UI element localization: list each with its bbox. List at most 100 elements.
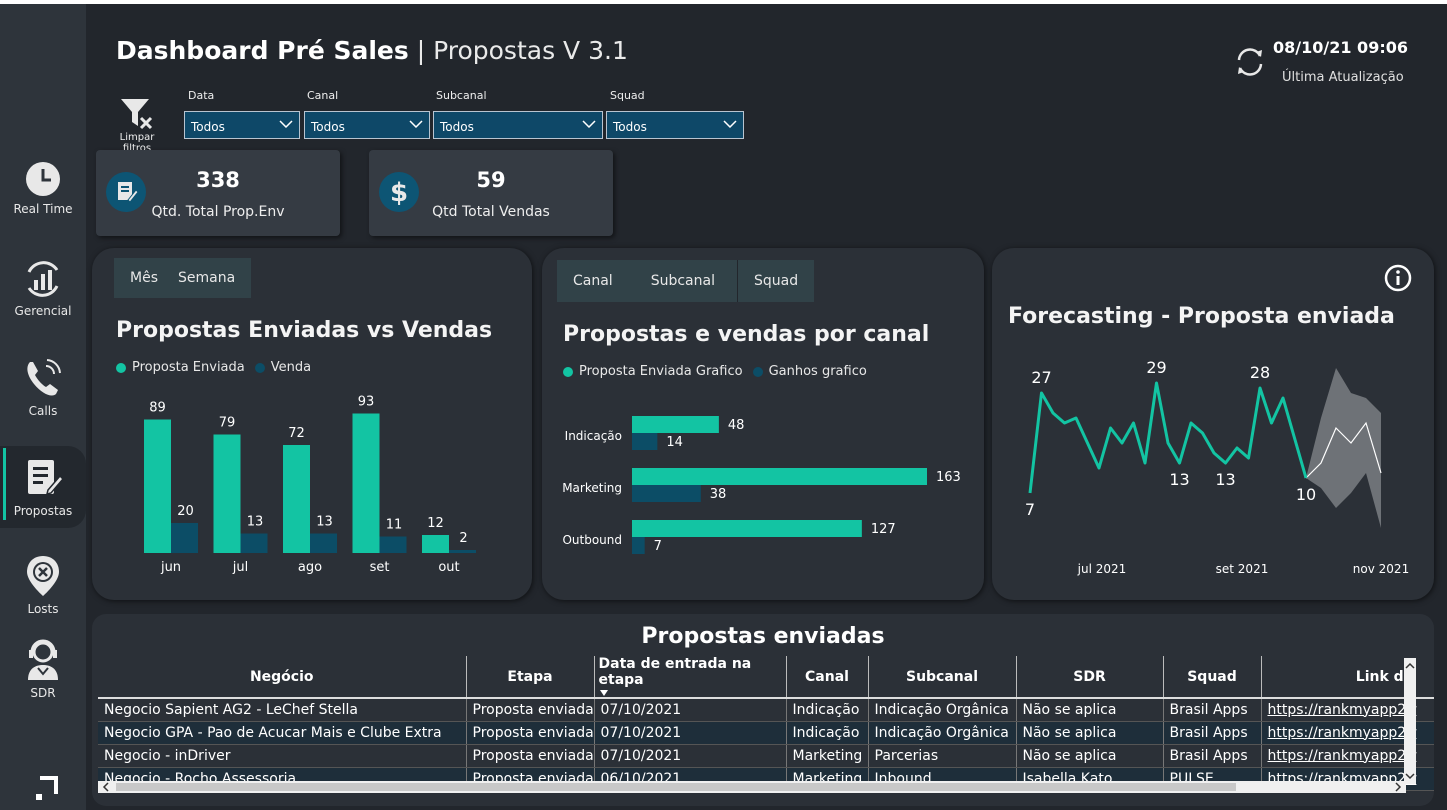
bar-Outbound-ganhos [632, 537, 645, 554]
column-header-squad[interactable]: Squad [1162, 656, 1261, 698]
last-update-value: 08/10/21 09:06 [1273, 38, 1408, 57]
x-tick-label: set [370, 560, 390, 575]
bar-jun-venda [171, 523, 198, 553]
cell-canal: Indicação [785, 721, 868, 745]
data-label: 7 [1025, 500, 1035, 519]
period-toggle: Mês Semana [114, 258, 252, 298]
column-header-sdr[interactable]: SDR [1015, 656, 1163, 698]
toggle-mes[interactable]: Mês [130, 270, 158, 286]
bar-Marketing-ganhos [632, 485, 701, 502]
column-header-canal[interactable]: Canal [785, 656, 868, 698]
scroll-down-icon[interactable] [1404, 770, 1416, 782]
table-row[interactable]: Negocio - inDriver Proposta enviada 07/1… [98, 744, 1434, 768]
top-strip [0, 0, 1447, 4]
toggle-semana[interactable]: Semana [178, 270, 236, 286]
toggle-subcanal[interactable]: Subcanal [650, 273, 715, 289]
cell-link[interactable]: https://rankmyapp2.r [1260, 744, 1434, 768]
propostas-table-card: Propostas enviadas Negócio Etapa Data de… [92, 614, 1434, 806]
data-label: 89 [149, 401, 166, 416]
sidebar-item-propostas[interactable]: Propostas [0, 446, 86, 528]
scroll-right-icon[interactable] [1392, 781, 1404, 793]
sidebar-item-label: Calls [28, 404, 58, 418]
expand-icon[interactable] [32, 774, 60, 802]
toggle-squad[interactable]: Squad [736, 260, 814, 302]
active-indicator [3, 448, 6, 520]
document-edit-icon [28, 460, 64, 496]
chart-card-canal: Canal Subcanal Squad Propostas e vendas … [542, 248, 984, 600]
refresh-icon[interactable] [1234, 46, 1266, 78]
legend-item: Venda [270, 360, 312, 375]
bar-out-venda [449, 550, 476, 553]
cell-data: 07/10/2021 [593, 698, 786, 722]
filter-canal-select[interactable]: Todos [304, 111, 430, 139]
cell-negocio: Negocio Sapient AG2 - LeChef Stella [98, 698, 466, 722]
table-row[interactable]: Negocio GPA - Pao de Acucar Mais e Clube… [98, 721, 1434, 745]
bar-ago-proposta [283, 445, 310, 553]
data-label: 13 [1215, 470, 1235, 489]
data-label: 20 [177, 504, 194, 519]
data-label: 38 [710, 487, 727, 502]
info-icon[interactable] [1384, 264, 1412, 292]
chart-title: Forecasting - Proposta enviada [1008, 304, 1395, 329]
dollar-icon: $ [379, 172, 419, 212]
filter-label-squad: Squad [610, 89, 645, 102]
table-title: Propostas enviadas [641, 624, 885, 649]
filter-data-select[interactable]: Todos [184, 111, 300, 139]
sidebar-item-losts[interactable]: Losts [0, 554, 86, 616]
propostas-table: Negócio Etapa Data de entrada na etapa C… [98, 656, 1434, 791]
forecast-line [1305, 421, 1382, 479]
cell-negocio: Negocio GPA - Pao de Acucar Mais e Clube… [98, 721, 466, 745]
toggle-canal[interactable]: Canal [573, 273, 613, 289]
chart-refresh-icon [27, 261, 59, 297]
document-edit-icon [106, 172, 146, 212]
filter-label-data: Data [188, 89, 215, 102]
cell-link[interactable]: https://rankmyapp2.r [1260, 698, 1434, 722]
data-label: 13 [1169, 470, 1189, 489]
vertical-scrollbar[interactable] [1404, 658, 1416, 784]
series-line [1028, 381, 1308, 494]
data-label: 28 [1250, 363, 1270, 382]
sidebar-item-real-time[interactable]: Real Time [0, 160, 86, 216]
filter-subcanal-select[interactable]: Todos [433, 111, 603, 139]
data-label: 79 [219, 416, 236, 431]
scroll-up-icon[interactable] [1404, 660, 1416, 672]
cell-negocio: Negocio - inDriver [98, 744, 466, 768]
user-headset-icon [28, 639, 58, 680]
cell-squad: Brasil Apps [1162, 744, 1261, 768]
page-title: Dashboard Pré Sales | Propostas V 3.1 [116, 36, 628, 65]
cell-link[interactable]: https://rankmyapp2.r [1260, 721, 1434, 745]
kpi-total-vendas: $ 59 Qtd Total Vendas [369, 150, 613, 236]
y-tick-label: Marketing [562, 481, 622, 495]
scrollbar-thumb[interactable] [116, 783, 1236, 791]
column-header-negocio[interactable]: Negócio [249, 668, 314, 685]
x-tick-label: set 2021 [1216, 562, 1269, 576]
chart-card-propostas-vendas: Mês Semana Propostas Enviadas vs Vendas … [92, 248, 532, 600]
chart-title: Propostas e vendas por canal [563, 322, 930, 347]
column-header-data-entrada[interactable]: Data de entrada na etapa [593, 656, 786, 698]
data-label: 48 [728, 418, 745, 433]
clear-filters-button[interactable]: Limpar filtros [104, 96, 170, 154]
sidebar-item-gerencial[interactable]: Gerencial [0, 258, 86, 318]
sidebar-item-calls[interactable]: Calls [0, 356, 86, 418]
data-label: 163 [936, 470, 961, 485]
legend-dot [116, 362, 126, 373]
data-label: 72 [288, 426, 305, 441]
horizontal-scrollbar[interactable] [98, 781, 1406, 793]
column-header-etapa[interactable]: Etapa [465, 656, 594, 698]
bar-jun-proposta [144, 419, 171, 553]
filter-squad-select[interactable]: Todos [606, 111, 744, 139]
bar-Indicação-proposta [632, 416, 719, 433]
table-row[interactable]: Negocio Sapient AG2 - LeChef Stella Prop… [98, 698, 1434, 722]
legend-dot [752, 366, 763, 377]
sidebar-item-sdr[interactable]: SDR [0, 638, 86, 700]
bar-out-proposta [422, 535, 449, 553]
sidebar-item-label: Real Time [13, 202, 73, 216]
filter-label-canal: Canal [307, 89, 339, 102]
column-header-subcanal[interactable]: Subcanal [867, 656, 1016, 698]
forecast-band [1306, 368, 1381, 528]
scroll-left-icon[interactable] [100, 781, 112, 793]
x-tick-label: jul [232, 560, 248, 575]
location-x-icon [27, 556, 59, 596]
